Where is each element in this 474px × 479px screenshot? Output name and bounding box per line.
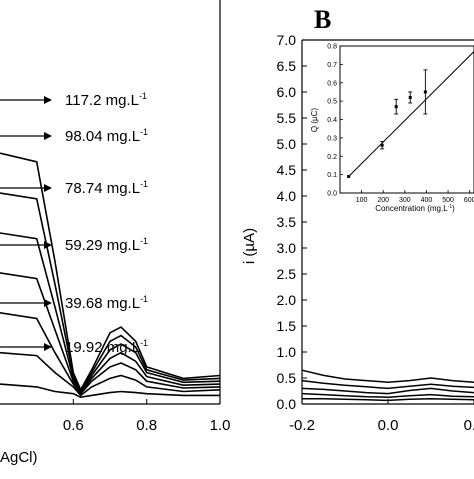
inset-x-label: Concentration (mg.L-1) bbox=[375, 204, 455, 213]
panel-b-y-ticks: 0.0 0.5 1.0 1.5 2.0 2.5 3.0 3.5 4.0 4.5 5.0 5.5 6.0 6… bbox=[277, 32, 307, 412]
panel-b-x-tick-label: 0.0 bbox=[378, 417, 399, 434]
annotation-label: 78.74 mg.L-1 bbox=[65, 179, 148, 197]
inset-y-label: Q (µC) bbox=[310, 108, 319, 132]
inset-y-tick-label: 0.1 bbox=[327, 172, 337, 179]
panel-b-y-tick-label: 3.0 bbox=[277, 240, 297, 256]
panel-b-curve bbox=[301, 369, 474, 383]
panel-b-y-tick-label: 0.5 bbox=[277, 370, 297, 386]
annotation-arrowhead bbox=[44, 299, 52, 307]
panel-a-x-tick-label: 0.8 bbox=[136, 417, 157, 434]
panel-b-y-tick-label: 5.0 bbox=[277, 136, 297, 152]
inset-x-tick-label: 100 bbox=[356, 197, 368, 204]
inset-y-tick-label: 0.5 bbox=[327, 99, 337, 106]
panel-b-y-tick-label: 1.5 bbox=[277, 318, 297, 334]
inset-point bbox=[380, 143, 384, 147]
inset-x-tick-label: 600 bbox=[464, 197, 474, 204]
annotation-label: 117.2 mg.L-1 bbox=[65, 91, 147, 109]
panel-b-y-tick-label: 6.0 bbox=[277, 84, 297, 100]
panel-a-x-tick-label: 0.6 bbox=[63, 417, 84, 434]
inset-point bbox=[347, 174, 351, 178]
annotation-label: 19.92 mg.L-1 bbox=[65, 338, 148, 356]
panel-a-x-label: AgCl) bbox=[0, 449, 38, 466]
annotation-arrowhead bbox=[44, 343, 52, 351]
panel-b-x-ticks: -0.2 0.0 0.2 bbox=[289, 399, 474, 434]
inset-marks bbox=[347, 51, 474, 178]
panel-a: 0.6 0.8 1.0 AgCl) 117.2 mg.L-1 98.04 mg.L-1… bbox=[0, 0, 230, 466]
panel-b-x-tick-label: -0.2 bbox=[289, 417, 315, 434]
inset-x-tick-label: 400 bbox=[421, 197, 433, 204]
panel-a-curve bbox=[0, 152, 221, 392]
panel-a-annotations: 117.2 mg.L-1 98.04 mg.L-1 78.74 mg.L-1 59.2… bbox=[0, 91, 148, 356]
inset: 0.0 0.1 0.2 0.3 0.4 0.5 0.6 0.7 0.8 100 200 300 400… bbox=[310, 44, 474, 213]
panel-b-y-label: i (µA) bbox=[241, 228, 258, 264]
inset-y-ticks: 0.0 0.1 0.2 0.3 0.4 0.5 0.6 0.7 0.8 bbox=[327, 44, 343, 198]
panel-b-y-tick-label: 4.5 bbox=[277, 162, 297, 178]
panel-a-curve bbox=[0, 232, 221, 394]
panel-b-y-tick-label: 0.0 bbox=[277, 396, 297, 412]
panel-a-x-tick-label: 1.0 bbox=[210, 417, 231, 434]
inset-y-tick-label: 0.4 bbox=[327, 117, 337, 124]
panel-b-y-tick-label: 3.5 bbox=[277, 214, 297, 230]
panel-b-y-tick-label: 2.5 bbox=[277, 266, 297, 282]
panel-b-letter: B bbox=[314, 5, 331, 34]
inset-point bbox=[408, 95, 412, 99]
panel-a-curve bbox=[0, 383, 220, 399]
panel-b-y-tick-label: 2.0 bbox=[277, 292, 297, 308]
inset-fit-line bbox=[348, 51, 474, 177]
panel-b-y-tick-label: 7.0 bbox=[277, 32, 297, 48]
panel-a-curve bbox=[0, 351, 221, 397]
annotation-arrowhead bbox=[44, 241, 52, 249]
panel-b-curve bbox=[302, 398, 474, 402]
inset-x-ticks: 100 200 300 400 500 600 bbox=[356, 190, 474, 204]
inset-point bbox=[394, 105, 398, 109]
panel-b-y-tick-label: 5.5 bbox=[277, 110, 297, 126]
inset-y-tick-label: 0.3 bbox=[327, 135, 337, 142]
annotation-label: 98.04 mg.L-1 bbox=[65, 127, 148, 145]
annotation-arrowhead bbox=[44, 96, 52, 104]
inset-point bbox=[423, 90, 427, 94]
panel-b-y-tick-label: 1.0 bbox=[277, 344, 297, 360]
inset-y-tick-label: 0.8 bbox=[327, 44, 337, 51]
inset-y-tick-label: 0.0 bbox=[327, 191, 337, 198]
inset-x-tick-label: 300 bbox=[399, 197, 411, 204]
inset-frame bbox=[339, 45, 474, 194]
panel-b-curve bbox=[301, 387, 474, 395]
inset-y-tick-label: 0.7 bbox=[327, 62, 337, 69]
annotation-arrowhead bbox=[44, 184, 52, 192]
inset-x-tick-label: 200 bbox=[377, 197, 389, 204]
annotation-arrowhead bbox=[44, 132, 52, 140]
annotation-label: 39.68 mg.L-1 bbox=[65, 294, 148, 312]
panel-b-curves bbox=[301, 369, 474, 402]
panel-a-x-ticks: 0.6 0.8 1.0 bbox=[63, 399, 231, 434]
annotation-label: 59.29 mg.L-1 bbox=[65, 236, 148, 254]
panel-a-curve bbox=[0, 192, 221, 392]
inset-y-tick-label: 0.2 bbox=[327, 154, 337, 161]
inset-x-tick-label: 500 bbox=[442, 197, 454, 204]
panel-b-curve bbox=[301, 392, 474, 398]
panel-b-curve bbox=[301, 379, 474, 390]
panel-b-y-tick-label: 6.5 bbox=[277, 58, 297, 74]
panel-b-y-tick-label: 4.0 bbox=[277, 188, 297, 204]
panel-a-curve bbox=[0, 272, 221, 394]
panel-b: B 0.0 0.5 1.0 1.5 2.0 2.5 3.0 3.5 4.0 4.5 5.0 5.5 6.… bbox=[241, 5, 474, 434]
panel-b-x-tick-label: 0.2 bbox=[464, 417, 474, 434]
inset-y-tick-label: 0.6 bbox=[327, 80, 337, 87]
